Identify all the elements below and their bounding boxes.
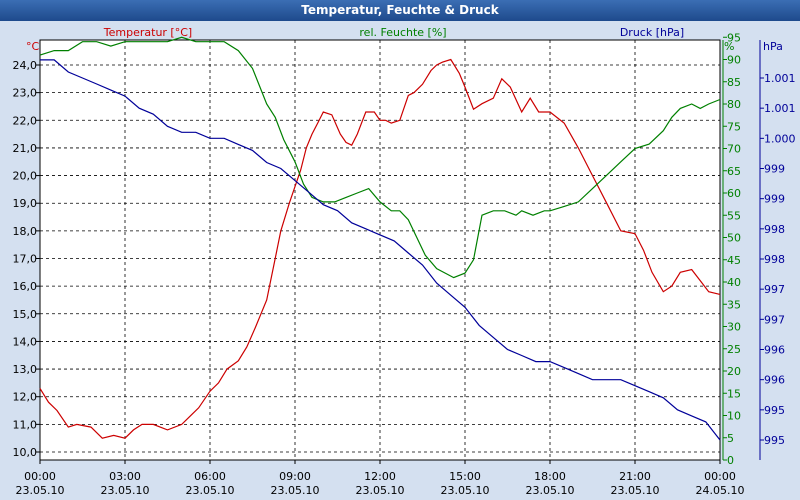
x-tick-label-date: 24.05.10 [696,484,745,497]
y-tick-label-temp: 22,0 [13,114,38,127]
y-tick-label-hum: 40 [727,276,741,289]
x-tick-label-date: 23.05.10 [101,484,150,497]
y-tick-label-temp: 13,0 [13,363,38,376]
series-line-press [40,59,721,441]
y-tick-label-press: 995 [764,434,785,447]
y-tick-label-hum: 85 [727,76,741,89]
y-tick-label-hum: 65 [727,165,741,178]
legend-press: Druck [hPa] [620,26,684,39]
x-tick-label-time: 00:00 [704,470,736,483]
y-tick-label-hum: 70 [727,143,741,156]
y-tick-label-temp: 11,0 [13,418,38,431]
y-tick-label-press: 1.000 [764,132,796,145]
y-tick-label-temp: 24,0 [13,59,38,72]
series-line-temp [39,58,721,439]
x-tick-label-date: 23.05.10 [16,484,65,497]
y-tick-label-press: 996 [764,374,785,387]
x-tick-label-time: 00:00 [24,470,56,483]
x-tick-label-date: 23.05.10 [356,484,405,497]
y-tick-label-temp: 15,0 [13,308,38,321]
y-tick-label-hum: 0 [727,454,734,467]
y-tick-label-hum: 45 [727,254,741,267]
y-tick-label-hum: 90 [727,54,741,67]
unit-label-hum: % [724,40,734,53]
y-tick-label-press: 1.001 [764,72,796,85]
y-tick-label-temp: 14,0 [13,335,38,348]
y-tick-label-temp: 19,0 [13,197,38,210]
y-tick-label-hum: 20 [727,365,741,378]
x-tick-label-time: 09:00 [279,470,311,483]
y-tick-label-press: 998 [764,223,785,236]
legend-temp: Temperatur [°C] [103,26,192,39]
y-tick-label-hum: 10 [727,410,741,423]
x-tick-label-time: 21:00 [619,470,651,483]
y-tick-label-temp: 23,0 [13,87,38,100]
y-tick-label-hum: 5 [727,432,734,445]
x-tick-label-time: 12:00 [364,470,396,483]
y-tick-label-temp: 21,0 [13,142,38,155]
y-tick-label-press: 997 [764,313,785,326]
y-tick-label-temp: 10,0 [13,446,38,459]
unit-label-temp: °C [26,40,40,53]
y-tick-label-hum: 15 [727,387,741,400]
y-tick-label-temp: 16,0 [13,280,38,293]
y-tick-label-temp: 12,0 [13,391,38,404]
x-tick-label-time: 06:00 [194,470,226,483]
unit-label-press: hPa [763,40,783,53]
x-tick-label-date: 23.05.10 [186,484,235,497]
y-tick-label-hum: 35 [727,298,741,311]
y-tick-label-hum: 75 [727,120,741,133]
y-tick-label-press: 996 [764,344,785,357]
y-tick-label-temp: 17,0 [13,253,38,266]
chart-title: Temperatur, Feuchte & Druck [0,0,800,21]
y-tick-label-hum: 80 [727,98,741,111]
y-tick-label-press: 999 [764,193,785,206]
y-tick-label-hum: 60 [727,187,741,200]
x-tick-label-date: 23.05.10 [271,484,320,497]
y-tick-label-press: 995 [764,404,785,417]
y-tick-label-hum: 55 [727,209,741,222]
x-tick-label-date: 23.05.10 [441,484,490,497]
x-tick-label-date: 23.05.10 [526,484,575,497]
y-tick-label-hum: 50 [727,232,741,245]
y-tick-label-hum: 25 [727,343,741,356]
legend-hum: rel. Feuchte [%] [359,26,446,39]
y-tick-label-hum: 30 [727,321,741,334]
x-tick-label-date: 23.05.10 [611,484,660,497]
y-tick-label-temp: 20,0 [13,170,38,183]
x-tick-label-time: 15:00 [449,470,481,483]
y-tick-label-hum: 95 [727,31,741,44]
y-tick-label-press: 1.001 [764,102,796,115]
y-tick-label-press: 999 [764,163,785,176]
series-line-hum [39,36,721,279]
y-tick-label-press: 997 [764,283,785,296]
y-tick-label-temp: 18,0 [13,225,38,238]
x-tick-label-time: 03:00 [109,470,141,483]
y-tick-label-press: 998 [764,253,785,266]
x-tick-label-time: 18:00 [534,470,566,483]
